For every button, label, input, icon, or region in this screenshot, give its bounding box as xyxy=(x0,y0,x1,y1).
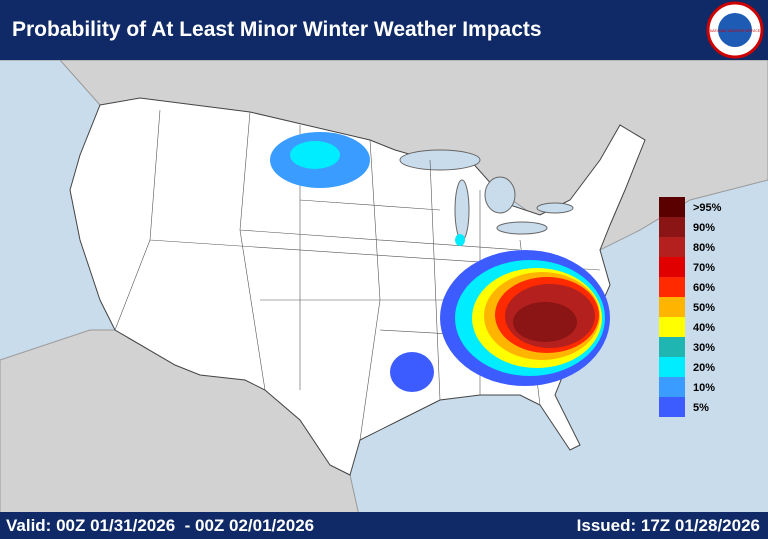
legend-label: 60% xyxy=(693,282,715,294)
legend-swatch xyxy=(659,217,685,237)
area-5-south xyxy=(390,352,434,392)
great-lakes xyxy=(399,149,574,241)
legend-swatch xyxy=(659,357,685,377)
lake-erie xyxy=(496,221,548,235)
valid-time: Valid: 00Z 01/31/2026 - 00Z 02/01/2026 xyxy=(6,516,314,535)
legend-swatch xyxy=(659,297,685,317)
legend-swatch xyxy=(659,277,685,297)
legend-label: 10% xyxy=(693,382,715,394)
legend-label: 50% xyxy=(693,302,715,314)
lake-ontario xyxy=(536,202,574,214)
legend-label: 30% xyxy=(693,342,715,354)
header-bar xyxy=(0,0,768,60)
legend-swatch xyxy=(659,377,685,397)
area-20-northern-plains xyxy=(290,141,340,169)
legend-label: >95% xyxy=(693,202,722,214)
legend-label: 70% xyxy=(693,262,715,274)
area-90 xyxy=(513,302,577,342)
legend-label: 40% xyxy=(693,322,715,334)
legend-swatch xyxy=(659,237,685,257)
legend-swatch xyxy=(659,257,685,277)
lake-superior xyxy=(399,149,481,171)
legend-swatch xyxy=(659,337,685,357)
lake-huron xyxy=(484,176,516,214)
logo-text: NATIONAL WEATHER SERVICE xyxy=(710,29,761,33)
legend: >95% 90% 80% 70% 60% 50% 40% 30% 20% 10% 5% xyxy=(659,197,722,417)
legend-swatch xyxy=(659,397,685,417)
title: Probability of At Least Minor Winter Wea… xyxy=(12,18,542,41)
issued-time: Issued: 17Z 01/28/2026 xyxy=(577,516,760,535)
probability-areas xyxy=(270,132,610,392)
lake-michigan xyxy=(454,179,470,241)
area-20-chicago xyxy=(455,234,465,246)
logo-inner xyxy=(718,13,752,47)
legend-label: 5% xyxy=(693,402,709,414)
legend-label: 80% xyxy=(693,242,715,254)
legend-swatch xyxy=(659,317,685,337)
footer-bar xyxy=(0,512,768,539)
legend-label: 90% xyxy=(693,222,715,234)
legend-label: 20% xyxy=(693,362,715,374)
legend-swatch xyxy=(659,197,685,217)
